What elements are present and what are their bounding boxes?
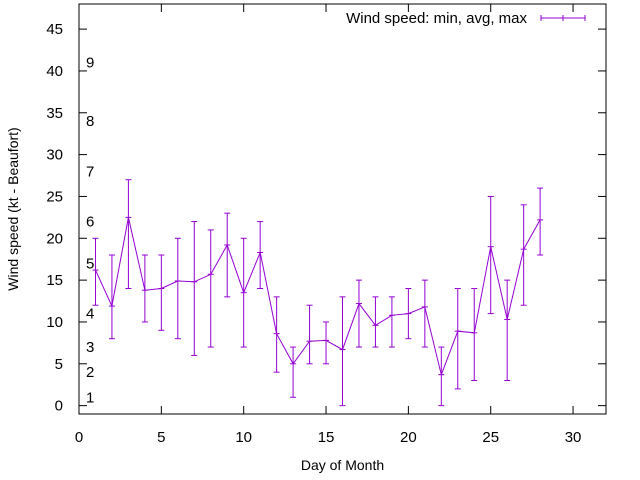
x-tick-label: 30 [565, 429, 582, 446]
error-bar [487, 195, 494, 315]
series-line [95, 217, 541, 377]
error-bar [355, 279, 362, 348]
beaufort-label: 8 [86, 113, 94, 130]
x-tick-label: 20 [400, 429, 417, 446]
beaufort-label: 5 [86, 255, 94, 272]
error-bar [108, 254, 115, 340]
beaufort-label: 6 [86, 214, 94, 231]
error-bar [438, 346, 445, 407]
error-bar [290, 346, 297, 398]
error-bar [273, 296, 280, 373]
y-tick-label: 0 [55, 398, 63, 415]
error-bar [141, 254, 148, 323]
axis-labels: Day of Month Wind speed (kt - Beaufort) [5, 127, 384, 473]
x-tick-label: 15 [318, 429, 335, 446]
y-tick-label: 40 [46, 63, 63, 80]
error-bar [388, 296, 395, 348]
error-bar [125, 179, 132, 289]
y-tick-label: 30 [46, 147, 63, 164]
error-bar [537, 187, 544, 256]
error-bar [372, 296, 379, 348]
series-layer [92, 179, 544, 407]
y-tick-label: 25 [46, 188, 63, 205]
error-bar [92, 237, 99, 306]
error-bar [454, 287, 461, 390]
y-tick-label: 5 [55, 356, 63, 373]
beaufort-label: 7 [86, 163, 94, 180]
y-tick-label: 10 [46, 314, 63, 331]
beaufort-scale-labels: 1 2 3 4 5 6 7 8 9 [86, 55, 94, 407]
error-bar [471, 287, 478, 382]
y-tick-label: 35 [46, 105, 63, 122]
error-bar [174, 237, 181, 340]
y-axis-label: Wind speed (kt - Beaufort) [5, 127, 21, 290]
beaufort-label: 9 [86, 55, 94, 72]
y-tick-label: 15 [46, 272, 63, 289]
error-bar [224, 212, 231, 298]
error-bar [158, 254, 165, 331]
x-tick-label: 25 [482, 429, 499, 446]
plot-frame [78, 3, 607, 415]
error-bar [405, 287, 412, 340]
error-bar [339, 296, 346, 407]
error-bar [207, 229, 214, 348]
error-bar [520, 204, 527, 306]
error-bar [191, 221, 198, 356]
y-tick-label: 20 [46, 230, 63, 247]
x-tick-label: 10 [235, 429, 252, 446]
beaufort-label: 2 [86, 364, 94, 381]
error-bar [504, 279, 511, 382]
x-tick-label: 0 [75, 429, 83, 446]
error-bar [240, 237, 247, 348]
beaufort-label: 4 [86, 306, 94, 323]
error-bar [306, 304, 313, 365]
x-axis-label: Day of Month [301, 457, 384, 473]
x-tick-label: 5 [157, 429, 165, 446]
error-bar [257, 221, 264, 289]
legend-label: Wind speed: min, avg, max [346, 10, 527, 27]
legend: Wind speed: min, avg, max [346, 10, 586, 27]
error-bar [421, 279, 428, 348]
beaufort-label: 1 [86, 389, 94, 406]
y-tick-label: 45 [46, 21, 63, 38]
error-bar [323, 321, 330, 365]
beaufort-label: 3 [86, 339, 94, 356]
